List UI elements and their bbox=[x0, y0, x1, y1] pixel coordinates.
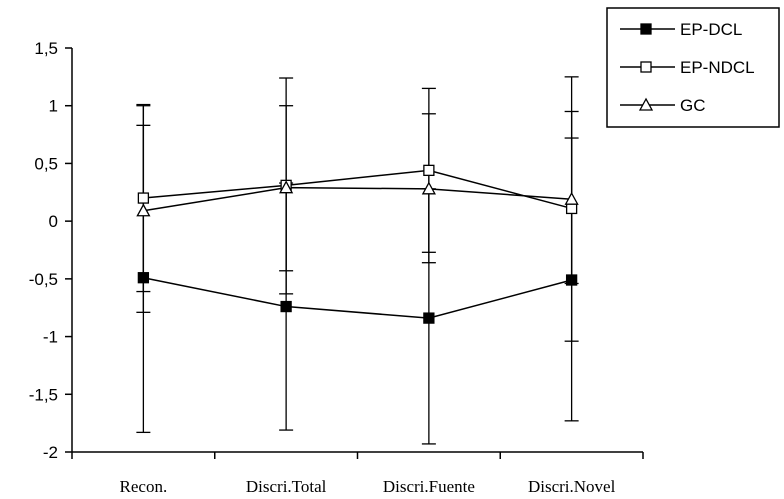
legend-marker bbox=[641, 62, 651, 72]
series-line bbox=[143, 170, 571, 208]
y-tick-label: -1 bbox=[43, 328, 58, 347]
series-lines bbox=[143, 170, 571, 318]
y-tick-label: 0,5 bbox=[34, 154, 58, 173]
y-tick-label: -2 bbox=[43, 443, 58, 462]
data-point bbox=[281, 302, 291, 312]
legend-label: EP-DCL bbox=[680, 20, 742, 39]
data-point bbox=[567, 275, 577, 285]
y-tick-label: 0 bbox=[49, 212, 58, 231]
legend: EP-DCL EP-NDCL GC bbox=[607, 8, 779, 127]
series-markers bbox=[137, 165, 577, 323]
y-tick-label: 1,5 bbox=[34, 39, 58, 58]
x-ticks: Recon. Discri.Total Discri.Fuente Discri.No… bbox=[72, 452, 643, 496]
legend-label: GC bbox=[680, 96, 706, 115]
data-point bbox=[424, 165, 434, 175]
data-point bbox=[567, 203, 577, 213]
data-point bbox=[138, 193, 148, 203]
y-ticks: 1,5 1 0,5 0 -0,5 -1 -1,5 -2 bbox=[29, 39, 72, 462]
series-line bbox=[143, 278, 571, 318]
axes bbox=[72, 48, 643, 452]
x-tick-label: Recon. bbox=[120, 477, 168, 496]
data-point bbox=[138, 273, 148, 283]
legend-label: EP-NDCL bbox=[680, 58, 755, 77]
y-tick-label: 1 bbox=[49, 97, 58, 116]
x-tick-label: Discri.Fuente bbox=[383, 477, 475, 496]
x-tick-label: Discri.Total bbox=[246, 477, 327, 496]
legend-marker bbox=[641, 24, 651, 34]
y-tick-label: -0,5 bbox=[29, 270, 58, 289]
data-point bbox=[424, 313, 434, 323]
error-bars bbox=[136, 77, 578, 444]
x-tick-label: Discri.Novel bbox=[528, 477, 616, 496]
y-tick-label: -1,5 bbox=[29, 385, 58, 404]
